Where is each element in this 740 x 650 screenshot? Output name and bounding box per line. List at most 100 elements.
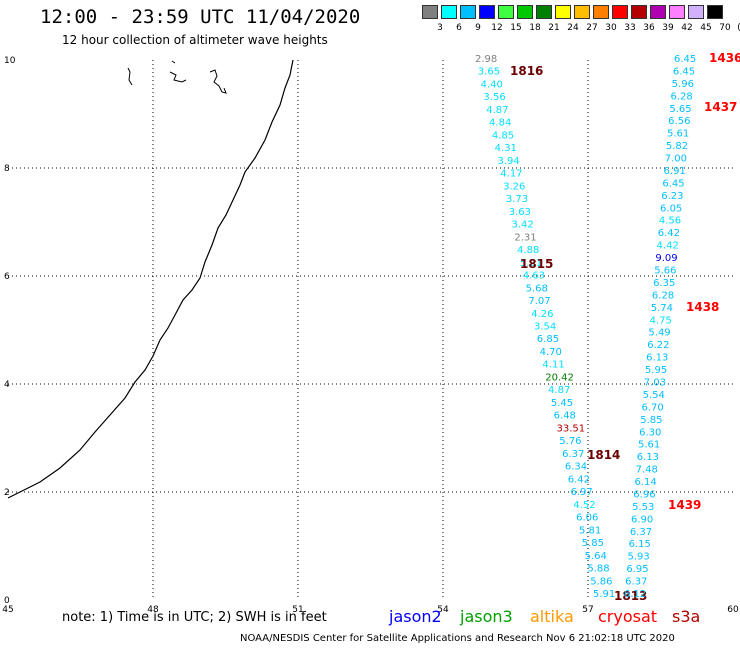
wave-height-value: 7.48 [636,465,658,476]
wave-height-value: 7.03 [644,377,666,388]
colorbar-swatch [669,5,685,19]
wave-height-value: 5.88 [587,564,609,575]
wave-height-value: 6.13 [637,452,659,463]
wave-height-value: 6.70 [641,402,663,413]
colorbar-label: 6 [456,23,462,33]
wave-height-value: 9.09 [655,253,677,264]
mission-label: s3a [672,607,701,626]
wave-height-value: 4.85 [492,130,514,141]
x-tick-label: 51 [292,605,303,615]
colorbar-swatch [517,5,533,19]
wave-height-value: 6.56 [668,116,690,127]
wave-height-value: 4.31 [495,143,517,154]
wave-height-value: 5.85 [582,538,604,549]
pass-time-label: 1813 [614,589,647,603]
wave-height-value: 6.12 [624,589,646,600]
wave-height-value: 2.31 [514,232,536,243]
coastline-path [7,59,294,499]
wave-height-value: 6.28 [671,91,693,102]
pass-time-label: 1437 [704,100,737,114]
colorbar-swatch [460,5,476,19]
y-tick-label: 2 [4,488,10,498]
pass-time-label: 1438 [686,300,719,314]
wave-height-value: 5.68 [526,283,548,294]
colorbar-label: 3 [437,23,443,33]
colorbar-swatch [479,5,495,19]
x-tick-label: 45 [2,605,13,615]
wave-height-value: 6.45 [662,178,684,189]
y-tick-label: 10 [4,56,16,66]
wave-height-value: 4.84 [489,118,511,129]
colorbar-label: 18 [529,23,541,33]
colorbar-swatch [555,5,571,19]
wave-height-value: 5.66 [654,266,676,277]
wave-height-value: 4.87 [486,105,508,116]
wave-height-value: 6.95 [626,564,648,575]
colorbar-swatch [574,5,590,19]
wave-height-value: 6.06 [576,513,598,524]
wave-height-value: 4.11 [542,360,564,371]
pass-time-label: 1814 [587,448,620,462]
pass-time-label: 1815 [520,257,553,271]
wave-height-value: 5.86 [590,576,612,587]
altimeter-track-2: 6.456.455.966.285.656.565.615.827.006.91… [624,51,740,600]
wave-height-value: 6.30 [639,427,661,438]
wave-height-value: 3.54 [534,322,556,333]
wave-height-value: 2.98 [475,54,497,65]
colorbar-swatch [631,5,647,19]
wave-height-value: 3.56 [483,92,505,103]
colorbar-swatch [536,5,552,19]
wave-height-value: 6.91 [664,166,686,177]
mission-label: jason3 [460,607,513,626]
wave-height-value: 5.61 [638,440,660,451]
axis-labels: 45 48 51 54 57 60 0 2 4 6 8 10 [2,56,739,615]
grid-lines [8,60,733,600]
colorbar-label: 15 [510,23,522,33]
wave-height-value: 6.45 [674,54,696,65]
wave-height-value: 33.51 [556,423,585,434]
wave-height-value: 3.26 [503,181,525,192]
y-tick-label: 0 [4,596,10,606]
wave-height-value: 3.94 [497,156,519,167]
wave-height-value: 6.37 [625,577,647,588]
wave-height-value: 6.14 [634,477,656,488]
wave-height-value: 6.15 [629,539,651,550]
colorbar-label: 30 [605,23,617,33]
wave-height-value: 5.49 [648,328,670,339]
wave-height-value: 6.85 [537,334,559,345]
wave-height-value: 5.81 [579,525,601,536]
wave-height-value: 6.37 [562,449,584,460]
wave-height-value: 4.26 [531,309,553,320]
colorbar-label: 12 [491,23,503,33]
colorbar-label: 70 [719,23,731,33]
island-path [169,71,187,83]
wave-height-value: 3.73 [506,194,528,205]
wave-height-value: 7.07 [528,296,550,307]
wave-height-value: 4.56 [659,216,681,227]
altimeter-track-1: 2.98 3.654.40 3.56 4.87 4.844.85 4.31 3.94 4.17… [475,54,647,603]
wave-height-value: 3.65 [478,67,500,78]
mission-label: jason2 [389,607,442,626]
wave-height-value: 6.34 [565,462,587,473]
credit-text: NOAA/NESDIS Center for Satellite Applica… [240,633,675,644]
colorbar-swatch [650,5,666,19]
wave-height-value: 4.70 [540,347,562,358]
wave-height-value: 4.87 [548,385,570,396]
wave-height-value: 5.96 [672,79,694,90]
pass-time-label: 1816 [510,64,543,78]
colorbar-swatch [441,5,457,19]
pass-time-label: 1439 [668,498,701,512]
wave-height-value: 5.21 [520,258,542,269]
wave-height-value: 4.52 [573,500,595,511]
colorbar-swatch [422,5,438,19]
island-path [209,69,227,94]
wave-height-value: 4.42 [657,241,679,252]
note-text: note: 1) Time is in UTC; 2) SWH is in fe… [62,610,327,625]
wave-height-value: 5.64 [585,551,607,562]
wave-height-value: 7.00 [665,154,687,165]
colorbar-label: 24 [567,23,579,33]
colorbar-swatch [688,5,704,19]
colorbar-label: (ft) [734,23,740,33]
y-tick-label: 8 [4,164,10,174]
